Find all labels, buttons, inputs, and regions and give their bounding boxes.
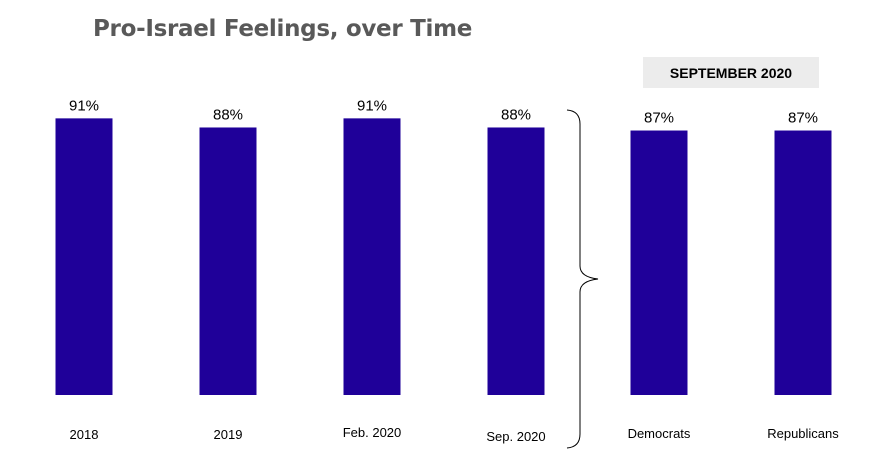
- category-label-0: 2018: [70, 427, 99, 442]
- september-2020-group-label: SEPTEMBER 2020: [643, 57, 819, 88]
- chart-title: Pro-Israel Feelings, over Time: [93, 16, 473, 42]
- bar-1: [199, 127, 257, 395]
- value-label-3: 88%: [501, 106, 531, 123]
- bar-5: [774, 130, 832, 395]
- value-label-0: 91%: [69, 97, 99, 114]
- category-label-2: Feb. 2020: [343, 425, 402, 440]
- bar-2: [343, 118, 401, 396]
- bar-4: [630, 130, 688, 395]
- bar-0: [55, 118, 113, 396]
- value-label-1: 88%: [213, 106, 243, 123]
- category-label-1: 2019: [214, 427, 243, 442]
- bar-3: [487, 127, 545, 395]
- value-label-2: 91%: [357, 97, 387, 114]
- value-label-4: 87%: [644, 110, 674, 127]
- category-label-3: Sep. 2020: [486, 429, 545, 444]
- group-brace: [566, 109, 599, 449]
- category-label-5: Republicans: [767, 426, 839, 441]
- value-label-5: 87%: [788, 110, 818, 127]
- category-label-4: Democrats: [628, 426, 691, 441]
